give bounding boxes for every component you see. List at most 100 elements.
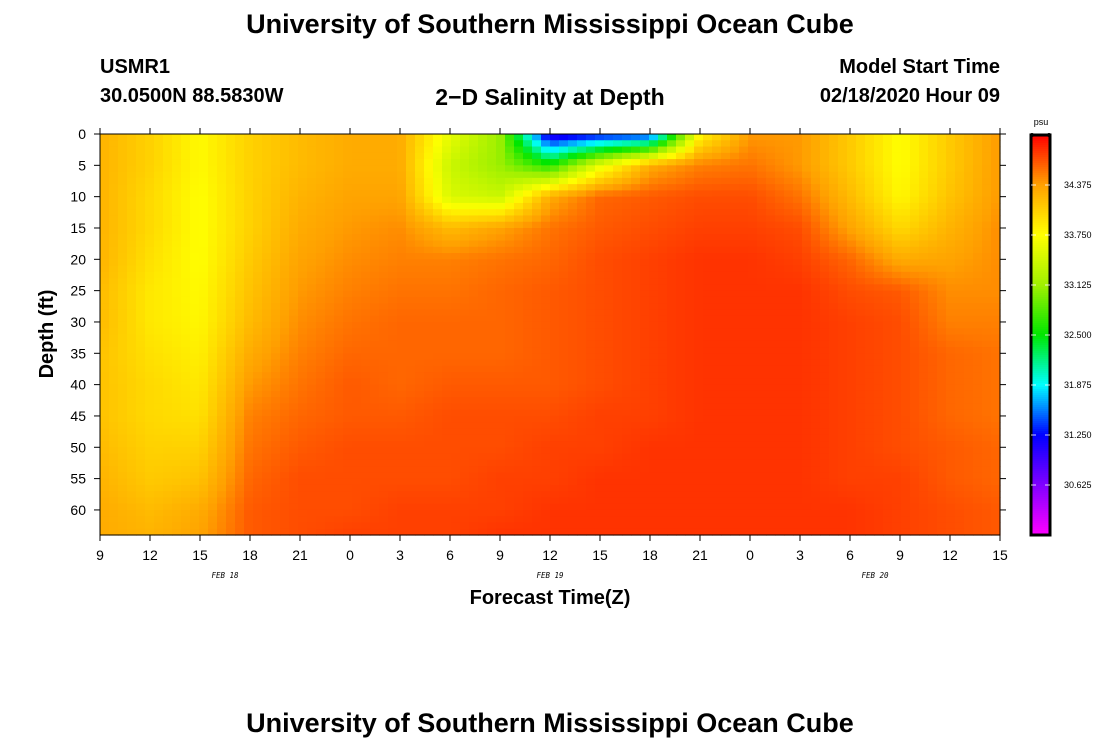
heatmap-cell xyxy=(577,215,587,223)
heatmap-cell xyxy=(559,434,569,442)
heatmap-cell xyxy=(541,422,551,430)
heatmap-cell xyxy=(109,227,119,235)
heatmap-cell xyxy=(451,372,461,379)
heatmap-cell xyxy=(991,177,1001,185)
heatmap-cell xyxy=(424,321,434,329)
heatmap-cell xyxy=(901,390,911,398)
heatmap-cell xyxy=(334,202,344,210)
heatmap-cell xyxy=(811,334,821,342)
heatmap-cell xyxy=(280,221,290,229)
heatmap-cell xyxy=(235,171,245,179)
heatmap-cell xyxy=(793,340,803,348)
heatmap-cell xyxy=(352,134,362,141)
heatmap-cell xyxy=(991,303,1001,311)
heatmap-cell xyxy=(955,184,965,191)
heatmap-cell xyxy=(820,196,830,204)
heatmap-cell xyxy=(181,146,191,154)
heatmap-cell xyxy=(514,372,524,379)
heatmap-cell xyxy=(145,171,155,179)
heatmap-cell xyxy=(424,365,434,373)
heatmap-cell xyxy=(487,434,497,442)
heatmap-cell xyxy=(352,403,362,411)
heatmap-cell xyxy=(415,253,425,260)
heatmap-cell xyxy=(415,284,425,292)
heatmap-cell xyxy=(307,246,317,254)
heatmap-cell xyxy=(271,171,281,179)
heatmap-cell xyxy=(784,246,794,254)
heatmap-cell xyxy=(127,321,137,329)
heatmap-cell xyxy=(235,184,245,191)
heatmap-cell xyxy=(343,259,353,267)
heatmap-cell xyxy=(568,422,578,430)
heatmap-cell xyxy=(631,146,641,154)
heatmap-cell xyxy=(559,140,569,148)
heatmap-cell xyxy=(262,353,272,361)
heatmap-cell xyxy=(316,278,326,285)
heatmap-cell xyxy=(775,441,785,448)
heatmap-cell xyxy=(163,441,173,448)
heatmap-cell xyxy=(271,309,281,317)
heatmap-cell xyxy=(406,227,416,235)
heatmap-cell xyxy=(181,296,191,304)
heatmap-cell xyxy=(739,234,749,242)
heatmap-cell xyxy=(892,159,902,166)
heatmap-cell xyxy=(478,246,488,254)
heatmap-cell xyxy=(973,227,983,235)
heatmap-cell xyxy=(487,159,497,166)
heatmap-cell xyxy=(487,215,497,223)
heatmap-cell xyxy=(514,340,524,348)
heatmap-cell xyxy=(901,284,911,292)
heatmap-cell xyxy=(649,309,659,317)
heatmap-cell xyxy=(460,265,470,273)
heatmap-cell xyxy=(676,215,686,223)
heatmap-cell xyxy=(523,146,533,154)
heatmap-cell xyxy=(217,259,227,267)
heatmap-cell xyxy=(892,140,902,148)
heatmap-cell xyxy=(541,240,551,248)
heatmap-cell xyxy=(496,397,506,405)
heatmap-cell xyxy=(586,202,596,210)
heatmap-cell xyxy=(172,240,182,248)
heatmap-cell xyxy=(289,441,299,448)
heatmap-cell xyxy=(280,390,290,398)
heatmap-cell xyxy=(874,259,884,267)
heatmap-cell xyxy=(775,309,785,317)
heatmap-cell xyxy=(568,415,578,423)
heatmap-cell xyxy=(406,171,416,179)
heatmap-cell xyxy=(784,209,794,217)
heatmap-cell xyxy=(217,196,227,204)
heatmap-cell xyxy=(181,278,191,285)
heatmap-cell xyxy=(658,221,668,229)
heatmap-cell xyxy=(226,328,236,336)
heatmap-cell xyxy=(109,259,119,267)
heatmap-cell xyxy=(181,227,191,235)
heatmap-cell xyxy=(568,184,578,191)
heatmap-cell xyxy=(532,240,542,248)
heatmap-cell xyxy=(586,171,596,179)
heatmap-cell xyxy=(136,415,146,423)
heatmap-cell xyxy=(352,296,362,304)
heatmap-cell xyxy=(838,353,848,361)
heatmap-cell xyxy=(190,221,200,229)
heatmap-cell xyxy=(460,328,470,336)
heatmap-cell xyxy=(730,284,740,292)
heatmap-cell xyxy=(982,309,992,317)
heatmap-cell xyxy=(424,378,434,386)
heatmap-cell xyxy=(280,409,290,417)
heatmap-cell xyxy=(982,215,992,223)
heatmap-cell xyxy=(982,390,992,398)
heatmap-cell xyxy=(541,177,551,185)
heatmap-cell xyxy=(613,290,623,298)
heatmap-cell xyxy=(757,409,767,417)
heatmap-cell xyxy=(496,177,506,185)
heatmap-cell xyxy=(568,165,578,173)
heatmap-cell xyxy=(226,422,236,430)
heatmap-cell xyxy=(640,353,650,361)
heatmap-cell xyxy=(937,290,947,298)
heatmap-cell xyxy=(235,372,245,379)
heatmap-cell xyxy=(388,190,398,198)
heatmap-cell xyxy=(640,309,650,317)
heatmap-cell xyxy=(802,290,812,298)
heatmap-cell xyxy=(478,202,488,210)
heatmap-cell xyxy=(181,372,191,379)
